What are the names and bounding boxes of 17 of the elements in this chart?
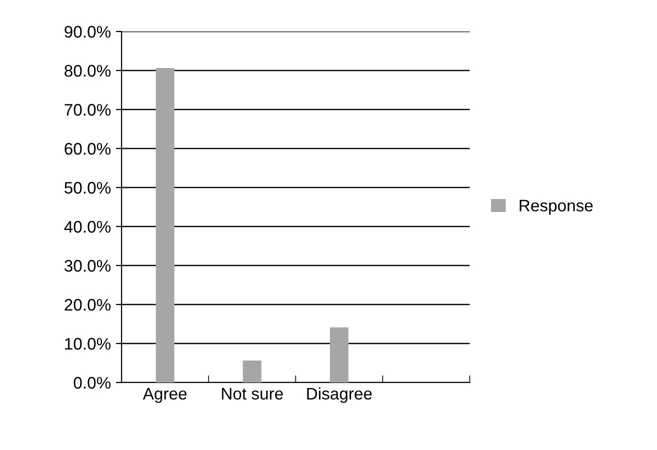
bar bbox=[330, 327, 348, 382]
y-tick-label: 80.0% bbox=[64, 64, 111, 77]
y-tick-label: 70.0% bbox=[64, 104, 111, 116]
y-tick-label: 0.0% bbox=[74, 376, 111, 389]
bar bbox=[156, 68, 174, 382]
y-tick-label: 40.0% bbox=[64, 220, 111, 233]
x-tick-label: Agree bbox=[142, 388, 187, 403]
y-tick-label: 30.0% bbox=[64, 260, 111, 272]
y-tick-label: 90.0% bbox=[64, 26, 111, 38]
y-tick-label: 20.0% bbox=[64, 298, 111, 311]
legend-label: Response bbox=[520, 200, 593, 215]
y-tick-label: 10.0% bbox=[65, 338, 111, 350]
bar bbox=[242, 360, 262, 382]
x-tick-label: Disagree bbox=[307, 387, 372, 403]
y-tick-label: 60.0% bbox=[64, 142, 111, 155]
y-tick-label: 50.0% bbox=[64, 182, 111, 194]
x-tick-label: Not sure bbox=[222, 388, 283, 400]
